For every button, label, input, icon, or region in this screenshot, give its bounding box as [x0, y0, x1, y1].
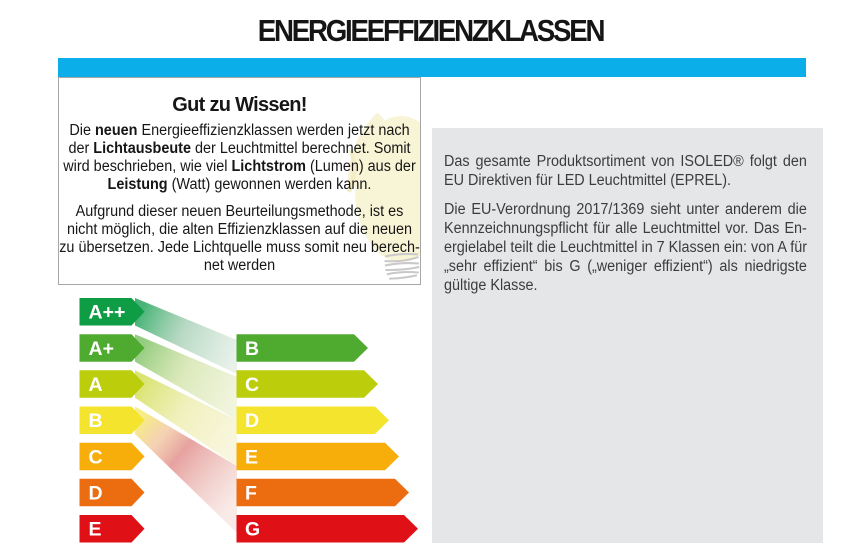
- svg-text:C: C: [89, 446, 103, 468]
- svg-text:B: B: [89, 410, 103, 432]
- svg-text:G: G: [245, 519, 260, 541]
- svg-text:A: A: [89, 374, 103, 396]
- svg-text:E: E: [89, 519, 102, 541]
- svg-text:C: C: [245, 374, 259, 396]
- svg-text:E: E: [245, 446, 258, 468]
- svg-text:A+: A+: [89, 338, 114, 360]
- svg-text:B: B: [245, 338, 259, 360]
- svg-text:D: D: [89, 482, 103, 504]
- svg-text:D: D: [245, 410, 259, 432]
- svg-text:F: F: [245, 482, 257, 504]
- svg-text:A++: A++: [89, 302, 126, 324]
